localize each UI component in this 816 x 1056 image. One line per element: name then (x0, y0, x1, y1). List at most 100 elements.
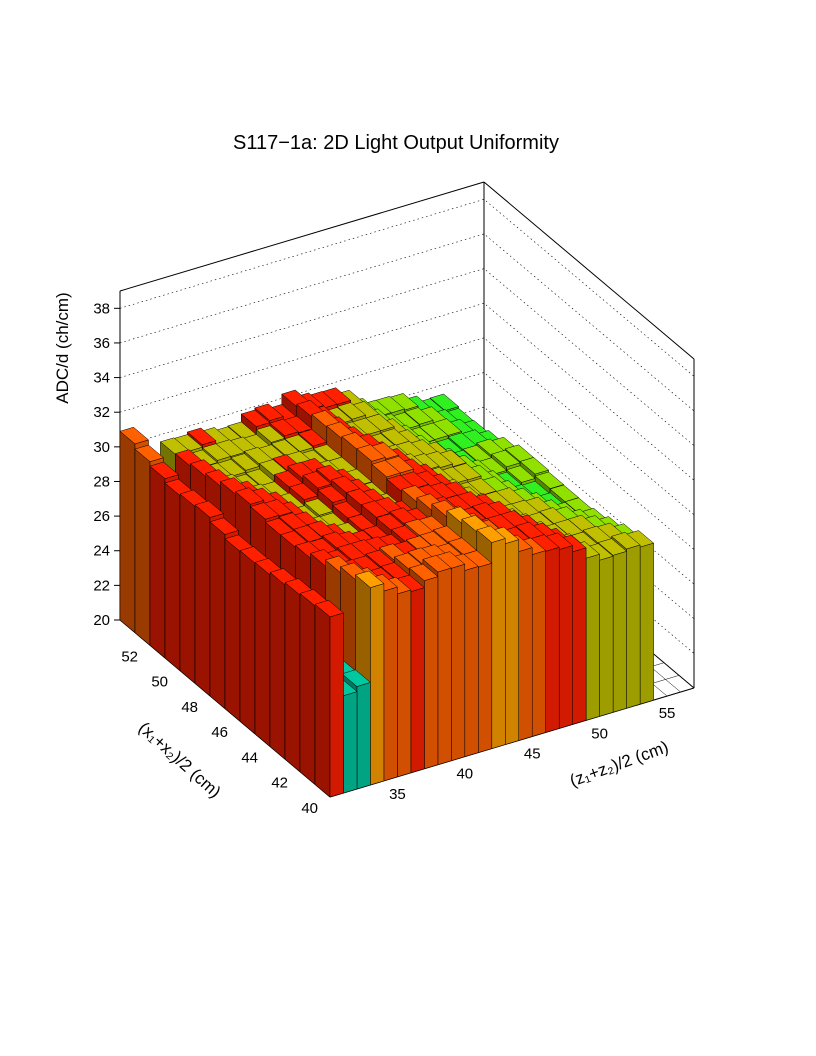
bar-front (397, 589, 412, 778)
x-tick-label: 50 (591, 725, 608, 742)
bar-top (360, 500, 391, 518)
wall-grid-line (119, 302, 695, 481)
x-tick-label: 45 (524, 745, 541, 762)
bar-top (491, 449, 521, 468)
bar-front (599, 555, 614, 717)
bar-side (194, 504, 211, 697)
frame-edge (483, 181, 695, 360)
bar-top (293, 524, 323, 543)
bar (314, 599, 345, 798)
z-tick-label: 32 (93, 404, 110, 421)
z-tick-label: 30 (93, 439, 110, 456)
z-tick-label: 26 (93, 508, 110, 525)
bar-front (424, 576, 439, 770)
bar-front (545, 546, 560, 733)
bar-front (572, 547, 587, 725)
bar-top (186, 427, 217, 445)
bar-front (356, 682, 371, 790)
y-tick-label: 52 (121, 648, 138, 665)
bar-side (254, 561, 271, 747)
bar-top (240, 409, 271, 427)
bar-side (224, 538, 241, 722)
bar-front (370, 583, 385, 786)
bar-top (597, 538, 628, 556)
z-tick-label: 38 (93, 300, 110, 317)
bar-top (249, 502, 280, 520)
bar-top (356, 444, 386, 462)
bar-top (234, 487, 265, 505)
bar-front (531, 550, 546, 737)
bar-top (201, 443, 232, 461)
y-tick-label: 48 (181, 699, 198, 716)
bar-front (410, 587, 425, 774)
bar-top (149, 461, 180, 479)
y-tick-label: 40 (301, 800, 318, 817)
y-tick-label: 44 (241, 749, 258, 766)
bar-front (478, 562, 493, 753)
bar-side (209, 521, 226, 710)
z-tick-label: 34 (93, 370, 110, 387)
frame-edge (119, 181, 485, 292)
bar-side (239, 550, 256, 735)
x-tick-label: 40 (456, 766, 473, 783)
bar-front (491, 538, 506, 749)
bar-top (317, 485, 347, 503)
bar-top (297, 429, 328, 447)
bar-top (371, 460, 401, 478)
z-tick-label: 24 (93, 543, 110, 560)
wall-grid-line (119, 268, 695, 446)
bar-front (585, 553, 600, 721)
y-tick-label: 50 (151, 674, 168, 691)
z-tick-label: 20 (93, 612, 110, 629)
bar-front (505, 539, 519, 745)
bar-top (404, 407, 434, 425)
bar-top (288, 482, 319, 500)
bar-top (611, 532, 641, 550)
z-tick-label: 36 (93, 335, 110, 352)
bar-front (437, 567, 452, 766)
bar-side (284, 581, 301, 773)
bar-series (119, 387, 655, 798)
bar-top (519, 457, 550, 475)
bar-top (419, 422, 449, 440)
bar-side (314, 603, 331, 798)
bar-top (429, 393, 460, 411)
y-tick-label: 46 (211, 724, 228, 741)
z-tick-label: 22 (93, 577, 110, 594)
x-tick-label: 55 (659, 705, 676, 722)
bar-top (303, 498, 334, 516)
bar-side (164, 482, 181, 672)
bar-front (612, 550, 627, 713)
bar-side (134, 448, 151, 646)
bar-top (336, 402, 367, 420)
z-axis-title: ADC/d (ch/cm) (53, 292, 72, 403)
bar-top (134, 444, 165, 462)
y-tick-label: 42 (271, 775, 288, 792)
bar-top (506, 465, 536, 483)
wall-grid-line (119, 337, 695, 516)
bar-front (626, 544, 641, 709)
bar-front (451, 563, 466, 762)
bar-top (341, 669, 371, 687)
bar-top (119, 426, 150, 445)
bar-top (422, 555, 452, 573)
bar-front (464, 566, 479, 757)
bar-front (329, 612, 344, 798)
bar-top (255, 425, 286, 443)
bar-front (558, 545, 573, 729)
bar-top (534, 471, 565, 489)
bar-front (639, 542, 654, 705)
bar-front (518, 547, 533, 741)
bar-top (269, 418, 299, 437)
bar-top (354, 570, 385, 588)
x-axis-title: (z₁+z₂)/2 (cm) (567, 737, 671, 790)
chart-title: S117−1a: 2D Light Output Uniformity (233, 132, 559, 154)
x-tick-label: 35 (389, 786, 406, 803)
bar-top (408, 563, 439, 581)
bar-front (383, 586, 398, 782)
bar-top (194, 500, 225, 518)
bar-side (149, 465, 166, 659)
bar-top (476, 525, 506, 543)
bar-top (302, 471, 332, 489)
